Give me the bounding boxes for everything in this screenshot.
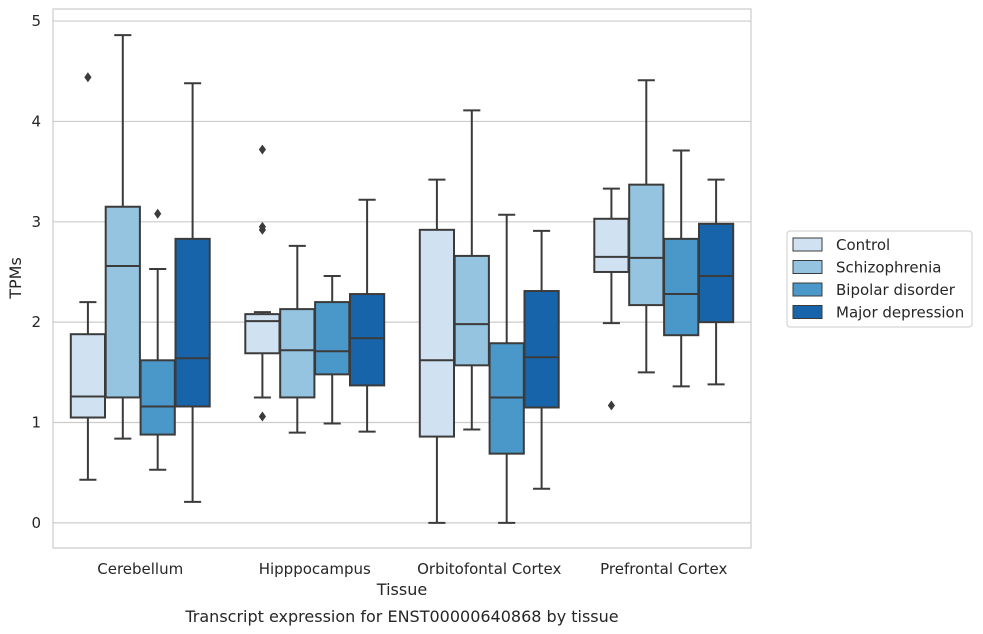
iqr-box xyxy=(348,293,386,387)
iqr-box xyxy=(697,222,735,324)
outlier-point xyxy=(607,400,615,411)
box-schizophrenia xyxy=(628,79,665,374)
iqr-box xyxy=(139,359,176,436)
outlier-point xyxy=(258,411,266,422)
x-tick-label: Cerebellum xyxy=(97,560,183,578)
iqr-box xyxy=(663,237,700,337)
iqr-box xyxy=(314,301,351,376)
box-schizophrenia xyxy=(453,109,490,431)
iqr-box xyxy=(628,183,665,307)
iqr-box xyxy=(244,313,281,355)
box-control xyxy=(69,72,107,481)
iqr-box xyxy=(488,342,525,455)
iqr-box xyxy=(453,254,490,367)
box-schizophrenia xyxy=(104,34,141,440)
chart-caption: Transcript expression for ENST0000064086… xyxy=(184,607,618,626)
plot-area-frame xyxy=(52,8,752,549)
y-tick-labels: 0 1 2 3 4 5 xyxy=(31,12,41,532)
box-bipolar-disorder xyxy=(314,274,351,425)
outlier-point xyxy=(84,72,92,83)
y-tick-label: 0 xyxy=(31,514,41,532)
box-control xyxy=(418,178,456,524)
box-control xyxy=(593,187,630,411)
legend-label: Schizophrenia xyxy=(836,259,941,277)
legend-label: Control xyxy=(836,236,890,254)
y-tick-label: 1 xyxy=(31,414,41,432)
box-major-depression xyxy=(697,178,735,386)
outlier-point xyxy=(258,224,266,235)
iqr-box xyxy=(418,228,456,438)
legend-swatch xyxy=(792,282,823,297)
x-axis-title: Tissue xyxy=(376,580,427,599)
y-tick-label: 4 xyxy=(31,112,41,130)
y-axis-title: TPMs xyxy=(6,257,25,300)
box-schizophrenia xyxy=(279,244,316,434)
box-major-depression xyxy=(348,198,386,433)
legend-label: Major depression xyxy=(836,304,964,322)
legend-swatch xyxy=(792,305,823,319)
box-control xyxy=(244,144,281,422)
iqr-box xyxy=(174,237,211,408)
boxes xyxy=(69,34,735,524)
legend-swatch xyxy=(792,237,823,252)
x-tick-label: Hipppocampus xyxy=(259,560,371,578)
iqr-box xyxy=(523,290,560,409)
box-major-depression xyxy=(174,82,211,503)
y-tick-label: 2 xyxy=(31,313,41,331)
iqr-box xyxy=(593,217,630,273)
x-tick-label: Orbitofontal Cortex xyxy=(417,560,561,578)
iqr-box xyxy=(279,308,316,399)
legend-frame xyxy=(786,230,973,328)
y-tick-label: 3 xyxy=(31,213,41,231)
legend-swatch xyxy=(792,260,823,274)
legend-label: Bipolar disorder xyxy=(836,281,956,299)
outlier-point xyxy=(154,208,162,219)
x-tick-labels: Cerebellum Hipppocampus Orbitofontal Corte… xyxy=(97,560,727,578)
outlier-point xyxy=(258,144,266,155)
iqr-box xyxy=(69,333,107,419)
box-bipolar-disorder xyxy=(663,149,700,388)
box-major-depression xyxy=(523,229,560,490)
iqr-box xyxy=(104,205,141,399)
legend: Control Schizophrenia Bipolar disorder Majo… xyxy=(786,230,973,328)
x-tick-label: Prefrontal Cortex xyxy=(600,560,727,578)
box-bipolar-disorder xyxy=(488,213,525,524)
y-tick-label: 5 xyxy=(31,12,41,30)
box-bipolar-disorder xyxy=(139,208,176,471)
